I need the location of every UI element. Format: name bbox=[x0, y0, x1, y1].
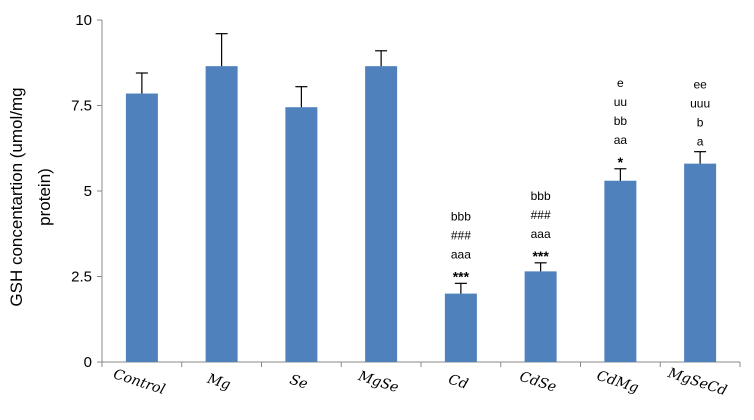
category-labels: Control Mg Se MgSe Cd CdSe CdMg MgSeCd bbox=[111, 365, 729, 399]
category-label-mgsecd: MgSeCd bbox=[665, 365, 729, 399]
category-label-cd: Cd bbox=[446, 372, 470, 393]
annotation-cd: bbb bbox=[451, 209, 471, 223]
category-label-cdmg: CdMg bbox=[595, 368, 641, 397]
y-axis-title: GSH concentartion (umol/mg protein) bbox=[7, 87, 54, 306]
y-tick-label: 5 bbox=[84, 183, 92, 200]
y-axis: 0 2.5 5 7.5 10 bbox=[71, 12, 103, 371]
annotation-cdmg: * bbox=[618, 154, 624, 170]
annotation-cdse: bbb bbox=[531, 189, 551, 203]
y-axis-title-line: protein) bbox=[35, 168, 54, 226]
y-axis-title-line: GSH concentartion (umol/mg bbox=[7, 87, 26, 306]
category-label-mgse: MgSe bbox=[355, 368, 400, 396]
annotation-cdse: aaa bbox=[531, 227, 551, 241]
category-label-se: Se bbox=[288, 372, 310, 393]
annotation-cd: aaa bbox=[451, 247, 471, 261]
annotation-mgsecd: a bbox=[697, 135, 704, 149]
bar-mg bbox=[205, 66, 238, 363]
bars bbox=[125, 66, 717, 363]
category-label-cdse: CdSe bbox=[518, 369, 559, 396]
annotation-cdse: ### bbox=[531, 208, 551, 222]
error-bars bbox=[135, 33, 707, 294]
bar-cdmg bbox=[604, 180, 637, 362]
annotation-cdse: *** bbox=[532, 248, 549, 264]
y-tick-label: 2.5 bbox=[71, 269, 92, 286]
bar-se bbox=[285, 107, 318, 363]
bar-mgsecd bbox=[684, 163, 717, 362]
x-axis bbox=[101, 361, 741, 367]
bar-cdse bbox=[524, 271, 557, 362]
annotation-cd: *** bbox=[453, 268, 470, 284]
y-tick-label: 0 bbox=[84, 354, 92, 371]
annotation-cd: ### bbox=[451, 228, 471, 242]
bar-control bbox=[125, 93, 158, 362]
annotation-cdmg: bb bbox=[614, 114, 628, 128]
annotation-cdmg: aa bbox=[614, 133, 628, 147]
category-label-mg: Mg bbox=[204, 371, 232, 394]
annotation-mgsecd: ee bbox=[693, 78, 707, 92]
bar-cd bbox=[444, 293, 477, 362]
annotation-mgsecd: uuu bbox=[690, 97, 710, 111]
annotation-mgsecd: b bbox=[697, 116, 704, 130]
annotation-cdmg: e bbox=[617, 76, 624, 90]
bar-mgse bbox=[365, 66, 398, 363]
category-label-control: Control bbox=[111, 366, 167, 398]
annotation-cdmg: uu bbox=[614, 95, 627, 109]
y-tick-label: 7.5 bbox=[71, 98, 92, 115]
significance-annotations: *** aaa ### bbb *** aaa ### bbb * aa bb uu e ab uuu ee bbox=[451, 76, 710, 285]
y-tick-label: 10 bbox=[75, 12, 92, 29]
